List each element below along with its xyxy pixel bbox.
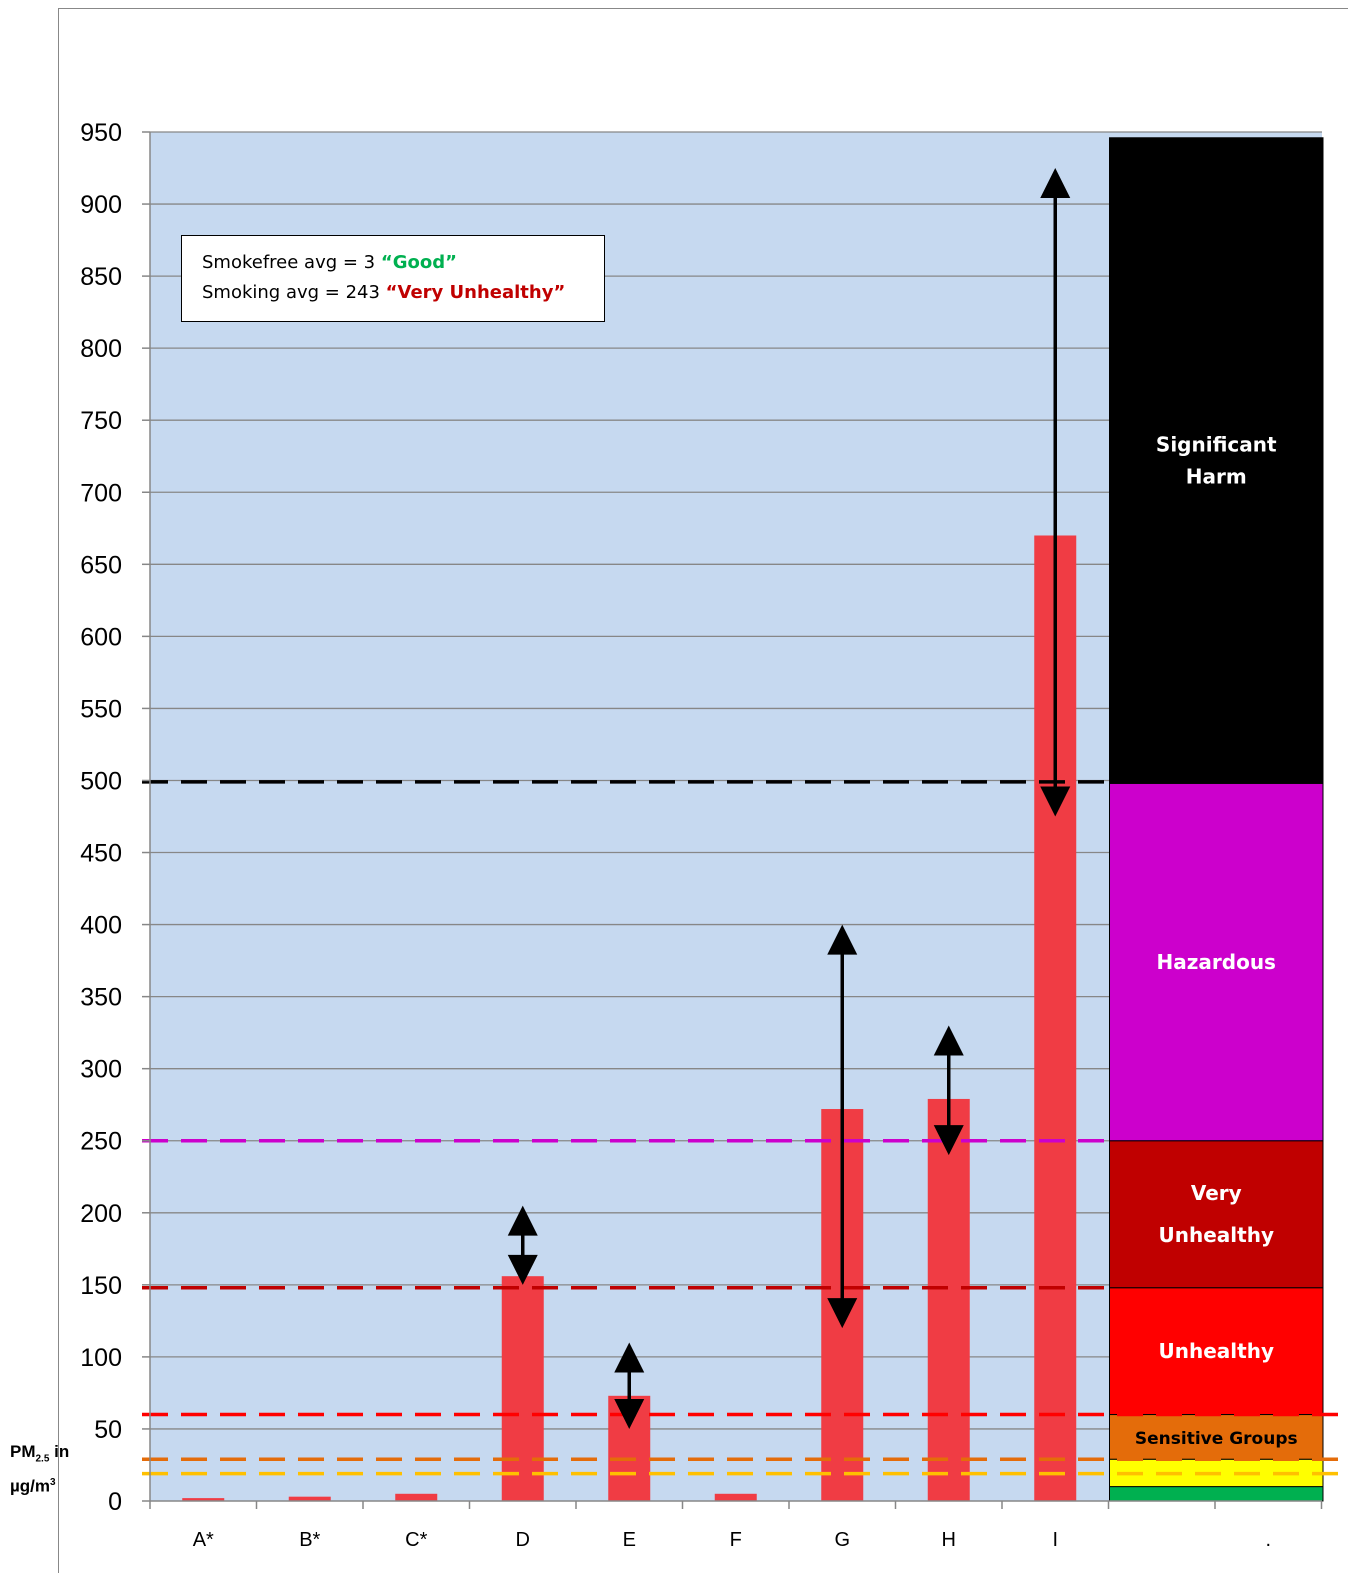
range-arrow-head-up [933, 1025, 964, 1056]
y-tick-label: 850 [80, 263, 122, 291]
aqi-band-label: Very [1191, 1181, 1242, 1205]
y-tick-label: 300 [80, 1056, 122, 1084]
x-tick-label: F [730, 1529, 742, 1551]
smokefree-line: Smokefree avg = 3 “Good” [202, 248, 604, 278]
range-arrow-head-up [1040, 168, 1071, 199]
aqi-band-label: Harm [1186, 465, 1247, 489]
y-tick-label: 900 [80, 191, 122, 219]
y-tick-label: 150 [80, 1272, 122, 1300]
range-arrow-head-up [507, 1205, 538, 1236]
smoking-line: Smoking avg = 243 “Very Unhealthy” [202, 278, 604, 308]
range-arrow-head-down [507, 1254, 538, 1285]
y-tick-label: 400 [80, 912, 122, 940]
x-tick-label: C* [405, 1529, 427, 1551]
range-arrow-head-down [1040, 786, 1071, 817]
range-arrow-head-down [933, 1125, 964, 1156]
aqi-band [1109, 1414, 1324, 1460]
aqi-band-label: Significant [1156, 433, 1277, 457]
range-arrow-head-down [827, 1298, 858, 1329]
y-tick-label: 100 [80, 1344, 122, 1372]
y-unit-unit: µg/m [10, 1477, 51, 1497]
x-tick-label: D [516, 1529, 530, 1551]
x-tick-label: A* [193, 1529, 214, 1551]
y-tick-label: 650 [80, 551, 122, 579]
bar-D [501, 1276, 544, 1501]
x-tick-label: H [942, 1529, 956, 1551]
smokefree-rating: “Good” [380, 252, 457, 273]
y-unit-subscript: 2.5 [35, 1453, 50, 1465]
x-tick-label: E [623, 1529, 636, 1551]
range-arrow-head-up [614, 1342, 645, 1373]
bar-A-star [182, 1498, 225, 1501]
y-tick-label: 950 [80, 119, 122, 147]
y-unit-prefix: PM [10, 1442, 36, 1461]
aqi-band [1109, 137, 1324, 784]
y-tick-label: 500 [80, 767, 122, 795]
x-tick-label: B* [299, 1529, 320, 1551]
y-tick-label: 800 [80, 335, 122, 363]
y-unit-suffix: in [49, 1442, 70, 1461]
bar-F [714, 1493, 757, 1501]
bar-C-star [395, 1493, 438, 1501]
y-axis-unit-label: PM2.5 in µg/m3 [10, 1440, 69, 1499]
aqi-band-label: Unhealthy [1159, 1223, 1274, 1247]
range-arrow-head-down [614, 1398, 645, 1429]
smokefree-text: Smokefree avg = 3 [202, 252, 381, 273]
y-unit-superscript: 3 [50, 1477, 56, 1489]
y-tick-label: 0 [108, 1488, 122, 1516]
x-tick-label: . [1265, 1529, 1271, 1551]
bar-B-star [288, 1496, 331, 1501]
y-tick-label: 350 [80, 984, 122, 1012]
y-tick-label: 450 [80, 840, 122, 868]
range-arrow-head-up [827, 924, 858, 955]
y-tick-label: 600 [80, 623, 122, 651]
y-tick-label: 200 [80, 1200, 122, 1228]
aqi-band [1109, 1140, 1324, 1289]
averages-note: Smokefree avg = 3 “Good” Smoking avg = 2… [181, 235, 605, 322]
y-tick-label: 700 [80, 479, 122, 507]
y-tick-label: 550 [80, 695, 122, 723]
y-tick-label: 750 [80, 407, 122, 435]
aqi-band-label: Unhealthy [1159, 1339, 1274, 1363]
aqi-band-label: Sensitive Groups [1135, 1429, 1298, 1449]
aqi-band [1109, 1287, 1324, 1416]
x-tick-label: I [1052, 1529, 1058, 1551]
y-tick-label: 250 [80, 1128, 122, 1156]
x-tick-label: G [834, 1529, 850, 1551]
aqi-band-label: Hazardous [1157, 950, 1276, 974]
y-tick-label: 50 [94, 1416, 122, 1444]
aqi-band [1109, 1486, 1324, 1502]
smoking-text: Smoking avg = 243 [202, 282, 386, 303]
bar-H [927, 1098, 970, 1501]
smoking-rating: “Very Unhealthy” [385, 282, 566, 303]
chart-frame [58, 8, 1348, 1573]
